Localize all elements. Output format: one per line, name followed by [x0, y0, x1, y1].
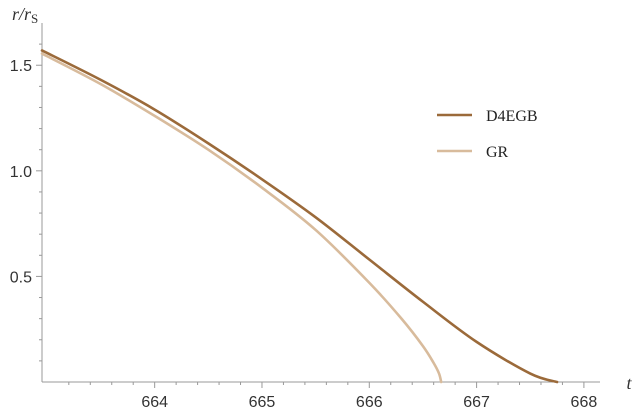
series-line-gr	[40, 52, 443, 384]
y-tick-label: 0.5	[10, 269, 32, 286]
legend-label-gr: GR	[486, 144, 509, 161]
x-axis-label: t	[626, 373, 632, 393]
series-lines	[40, 49, 559, 384]
series-line-d4egb	[40, 49, 559, 384]
legend-label-d4egb: D4EGB	[486, 108, 538, 125]
x-tick-label: 665	[249, 394, 276, 411]
x-tick-label: 667	[463, 394, 490, 411]
y-tick-label: 1.0	[10, 164, 32, 181]
x-tick-label: 666	[356, 394, 383, 411]
legend: D4EGB GR	[437, 108, 538, 161]
y-axis-label-subscript: S	[31, 11, 38, 26]
y-axis-label: r/rS	[12, 4, 38, 26]
y-tick-label: 1.5	[10, 58, 32, 75]
axes: 664 665 666 667 668 0.5 1.0 1.5 t r/rS	[10, 4, 633, 411]
x-tick-label: 664	[141, 394, 168, 411]
x-tick-label: 668	[571, 394, 598, 411]
